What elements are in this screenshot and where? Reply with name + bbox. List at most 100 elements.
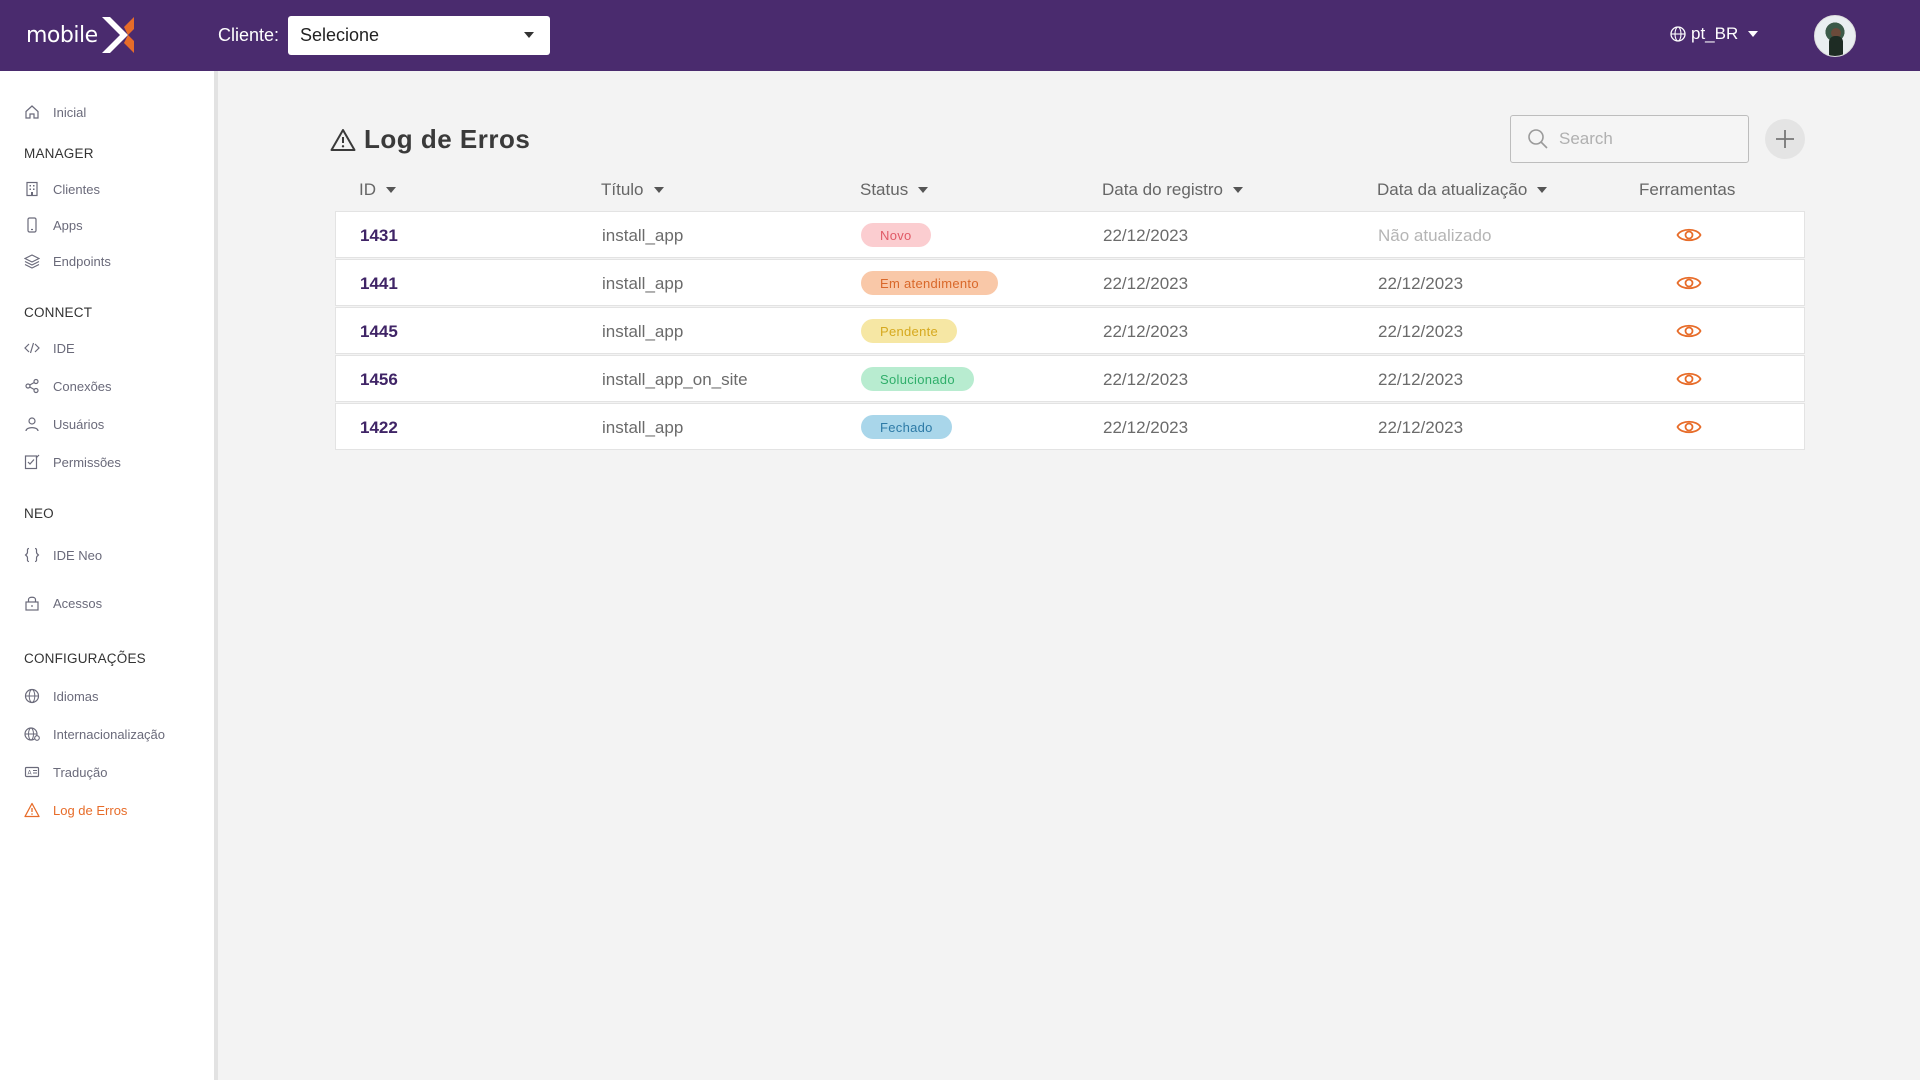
phone-icon (27, 217, 37, 233)
table-row[interactable]: 1431 install_app Novo 22/12/2023 Não atu… (335, 211, 1805, 258)
sidebar-item-permissoes[interactable]: Permissões (24, 451, 121, 473)
sidebar: Inicial MANAGER Clientes Apps Endpoints … (0, 71, 218, 1080)
row-created-date: 22/12/2023 (1103, 418, 1189, 437)
column-header-data-registro[interactable]: Data do registro (1102, 180, 1243, 200)
sidebar-item-label: Conexões (53, 378, 112, 394)
globe-icon (24, 688, 40, 704)
row-created-date: 22/12/2023 (1103, 226, 1189, 245)
row-title: install_app_on_site (602, 370, 748, 389)
sidebar-item-endpoints[interactable]: Endpoints (24, 250, 111, 272)
home-icon (25, 105, 39, 119)
sidebar-item-ide[interactable]: IDE (24, 337, 75, 359)
sort-down-icon (918, 187, 929, 193)
braces-icon (24, 547, 40, 563)
sort-down-icon (1537, 187, 1548, 193)
sidebar-item-label: Clientes (53, 181, 100, 197)
sidebar-item-label: Endpoints (53, 253, 111, 269)
column-header-label: Ferramentas (1639, 180, 1736, 199)
column-header-id[interactable]: ID (359, 180, 396, 200)
checklist-icon (24, 454, 40, 470)
page-title: Log de Erros (330, 124, 530, 155)
sidebar-item-traducao[interactable]: A Tradução (24, 761, 107, 783)
column-header-ferramentas: Ferramentas (1639, 180, 1735, 200)
table-row[interactable]: 1441 install_app Em atendimento 22/12/20… (335, 259, 1805, 306)
table-row[interactable]: 1445 install_app Pendente 22/12/2023 22/… (335, 307, 1805, 354)
sidebar-item-acessos[interactable]: Acessos (24, 592, 102, 614)
sidebar-section-neo: NEO (24, 506, 54, 521)
sidebar-item-label: Usuários (53, 416, 105, 432)
column-header-label: Data do registro (1102, 180, 1223, 199)
row-id[interactable]: 1422 (360, 418, 398, 437)
globe-icon (1670, 26, 1686, 42)
sidebar-section-manager: MANAGER (24, 146, 94, 161)
eye-icon[interactable] (1676, 273, 1702, 293)
sidebar-item-idiomas[interactable]: Idiomas (24, 685, 99, 707)
column-header-label: Título (601, 180, 644, 199)
eye-icon[interactable] (1676, 225, 1702, 245)
sidebar-item-label: Log de Erros (53, 802, 128, 818)
eye-icon[interactable] (1676, 417, 1702, 437)
sidebar-item-label: Idiomas (53, 688, 99, 704)
row-updated-date: Não atualizado (1378, 226, 1492, 245)
share-icon (25, 378, 39, 394)
building-icon (26, 181, 38, 197)
sidebar-item-usuarios[interactable]: Usuários (24, 413, 104, 435)
row-title: install_app (602, 226, 684, 245)
logo-mark-icon (101, 17, 134, 53)
row-id[interactable]: 1445 (360, 322, 398, 341)
user-icon (25, 417, 39, 432)
add-button[interactable] (1765, 119, 1805, 159)
row-updated-date: 22/12/2023 (1378, 418, 1464, 437)
sidebar-item-log-de-erros[interactable]: Log de Erros (24, 799, 127, 821)
row-updated-date: 22/12/2023 (1378, 274, 1464, 293)
sidebar-item-apps[interactable]: Apps (24, 214, 83, 236)
chevron-down-icon (1748, 31, 1759, 37)
client-select[interactable]: Selecione (288, 16, 550, 55)
row-updated-date: 22/12/2023 (1378, 370, 1464, 389)
table-row[interactable]: 1422 install_app Fechado 22/12/2023 22/1… (335, 403, 1805, 450)
sidebar-item-clientes[interactable]: Clientes (24, 178, 100, 200)
row-title: install_app (602, 418, 684, 437)
sort-down-icon (653, 187, 664, 193)
client-select-value: Selecione (300, 25, 380, 45)
translate-icon: A (24, 766, 40, 778)
search-input[interactable] (1559, 129, 1729, 149)
row-id[interactable]: 1456 (360, 370, 398, 389)
column-header-label: ID (359, 180, 376, 199)
row-id[interactable]: 1441 (360, 274, 398, 293)
sidebar-item-label: Internacionalização (53, 726, 166, 742)
sidebar-item-label: Inicial (53, 104, 87, 120)
table-body: 1431 install_app Novo 22/12/2023 Não atu… (335, 211, 1805, 451)
row-created-date: 22/12/2023 (1103, 370, 1189, 389)
table-row[interactable]: 1456 install_app_on_site Solucionado 22/… (335, 355, 1805, 402)
column-header-data-atualizacao[interactable]: Data da atualização (1377, 180, 1548, 200)
sidebar-item-conexoes[interactable]: Conexões (24, 375, 112, 397)
language-selector[interactable]: pt_BR (1670, 24, 1759, 44)
row-updated-date: 22/12/2023 (1378, 322, 1464, 341)
user-avatar[interactable] (1814, 15, 1856, 57)
sidebar-item-label: IDE Neo (53, 547, 103, 563)
column-header-titulo[interactable]: Título (601, 180, 664, 200)
eye-icon[interactable] (1676, 369, 1702, 389)
sidebar-item-inicial[interactable]: Inicial (24, 101, 86, 123)
warning-icon (330, 128, 356, 151)
top-bar: mobile Cliente: Selecione pt_BR (0, 0, 1920, 71)
sidebar-item-ide-neo[interactable]: IDE Neo (24, 544, 102, 566)
search-box[interactable] (1510, 115, 1749, 163)
lock-icon (25, 596, 39, 611)
row-id[interactable]: 1431 (360, 226, 398, 245)
sidebar-section-configuracoes: CONFIGURAÇÕES (24, 651, 146, 666)
chevron-down-icon (524, 32, 534, 38)
sort-down-icon (1232, 187, 1243, 193)
search-icon (1528, 129, 1548, 149)
table-header: ID Título Status Data do registro Data d… (335, 178, 1805, 204)
logo-text: mobile (26, 22, 98, 48)
sidebar-item-internacionalizacao[interactable]: Internacionalização (24, 723, 165, 745)
sidebar-section-connect: CONNECT (24, 305, 93, 320)
column-header-label: Data da atualização (1377, 180, 1528, 199)
app-logo[interactable]: mobile (26, 14, 136, 56)
eye-icon[interactable] (1676, 321, 1702, 341)
column-header-status[interactable]: Status (860, 180, 929, 200)
sidebar-item-label: Tradução (53, 764, 108, 780)
row-title: install_app (602, 322, 684, 341)
